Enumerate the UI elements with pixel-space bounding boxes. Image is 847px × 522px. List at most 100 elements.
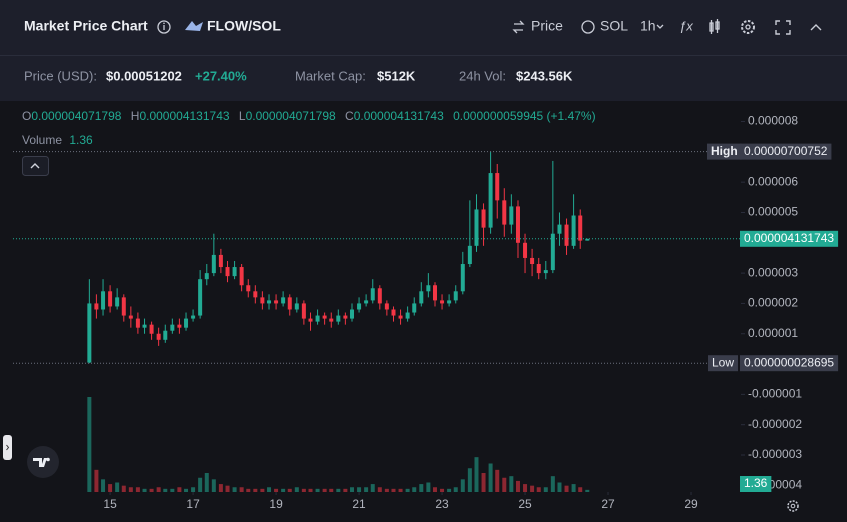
candle-body: [495, 173, 500, 201]
candle-body: [287, 297, 292, 310]
volume-bar: [557, 482, 562, 492]
tradingview-logo[interactable]: [27, 446, 59, 478]
currency-toggle[interactable]: SOL: [581, 18, 628, 34]
candle-body: [530, 257, 535, 265]
fullscreen-button[interactable]: [775, 20, 791, 35]
volume-bar: [115, 482, 120, 492]
candle-body: [101, 291, 106, 310]
candle-body: [156, 333, 161, 340]
candle-body: [94, 303, 99, 310]
info-icon[interactable]: [157, 20, 171, 34]
y-tick-label: -0.000001: [748, 387, 802, 401]
volume-bar: [453, 487, 458, 492]
candle-body: [523, 242, 528, 258]
volume-bar: [585, 489, 590, 492]
legend-key: H: [131, 109, 140, 123]
volume-bar: [350, 487, 355, 492]
indicators-button[interactable]: ƒx: [679, 18, 693, 33]
volume-bar: [142, 488, 147, 492]
volume-bar: [94, 469, 99, 492]
candle-body: [329, 318, 334, 322]
currency-button[interactable]: SOL: [600, 18, 628, 34]
candle-body: [398, 315, 403, 319]
candle-body: [412, 303, 417, 313]
candle-body: [440, 300, 445, 304]
low-label-bg: [708, 355, 739, 372]
candle-body: [163, 330, 168, 340]
volume-bar: [163, 488, 168, 492]
candle-body: [308, 318, 313, 322]
volume-bar: [87, 397, 92, 492]
candle-body: [239, 267, 244, 286]
volume-bar: [474, 457, 479, 492]
candle-body: [384, 303, 389, 310]
candle-body: [128, 315, 133, 319]
x-tick-label: 21: [352, 497, 366, 511]
volume-bar: [543, 487, 548, 492]
candle-body: [585, 238, 590, 241]
candle-body: [564, 224, 569, 246]
volume-bar: [550, 476, 555, 492]
legend-change: 0.000000059945 (+1.47%): [453, 109, 595, 123]
volume-bar: [274, 488, 279, 492]
candle-body: [170, 324, 175, 331]
candle-body: [142, 324, 147, 328]
volume-bar: [440, 488, 445, 492]
volume-bar: [398, 488, 403, 492]
price-toggle[interactable]: Price: [512, 18, 563, 34]
volume-bar: [343, 488, 348, 492]
candle-body: [246, 285, 251, 292]
interval-button[interactable]: 1h: [640, 18, 656, 34]
low-badge-bg: [740, 355, 839, 372]
volume-bar: [308, 488, 313, 492]
candle-body: [198, 279, 203, 316]
volume-value: 1.36: [744, 476, 768, 490]
high-marker: High: [707, 143, 742, 160]
candle-body: [453, 291, 458, 301]
chart-type-button[interactable]: [709, 19, 720, 34]
legend-key: O: [22, 109, 31, 123]
volume-bar: [447, 488, 452, 492]
volume-bar: [232, 487, 237, 492]
candle-body: [515, 206, 520, 243]
collapse-button[interactable]: [810, 24, 822, 31]
volume-bar: [502, 477, 507, 492]
settings-button[interactable]: [741, 20, 755, 34]
volume-bar: [239, 487, 244, 492]
volume-bar: [225, 485, 230, 492]
title: Market Price Chart: [24, 18, 148, 34]
high-value: 0.00000700752: [744, 144, 828, 158]
candle-body: [115, 297, 120, 307]
pair: FLOW/SOL: [207, 18, 281, 34]
price-button[interactable]: Price: [531, 18, 563, 34]
volume-bar: [211, 479, 216, 492]
candle-body: [218, 254, 223, 268]
candle-body: [550, 233, 555, 271]
legend-key: Volume: [22, 133, 62, 147]
y-tick-label: -0.000003: [748, 447, 802, 461]
y-tick-label: 0.000002: [748, 296, 798, 310]
volume-bar: [177, 487, 182, 492]
volume-bar: [364, 487, 369, 492]
candle-body: [460, 264, 465, 292]
x-tick-label: 15: [103, 497, 117, 511]
volume-bar: [218, 484, 223, 492]
candle-body: [225, 267, 230, 277]
axis-settings[interactable]: [787, 500, 799, 512]
low-badge: 0.000000028695: [740, 355, 839, 372]
candle-body: [571, 215, 576, 246]
volume-bar: [357, 487, 362, 492]
volume-bar: [301, 488, 306, 492]
legend-toggle[interactable]: [22, 156, 49, 176]
volume-bar: [495, 469, 500, 492]
interval-select[interactable]: 1h: [640, 18, 664, 34]
volume-badge-bg: [740, 476, 772, 492]
x-tick-label: 25: [518, 497, 532, 511]
high-badge: 0.00000700752: [740, 143, 832, 160]
volume-bar: [101, 479, 106, 492]
volume-legend: Volume 1.36: [22, 133, 93, 147]
side-handle[interactable]: [3, 435, 12, 460]
candle-body: [191, 315, 196, 319]
